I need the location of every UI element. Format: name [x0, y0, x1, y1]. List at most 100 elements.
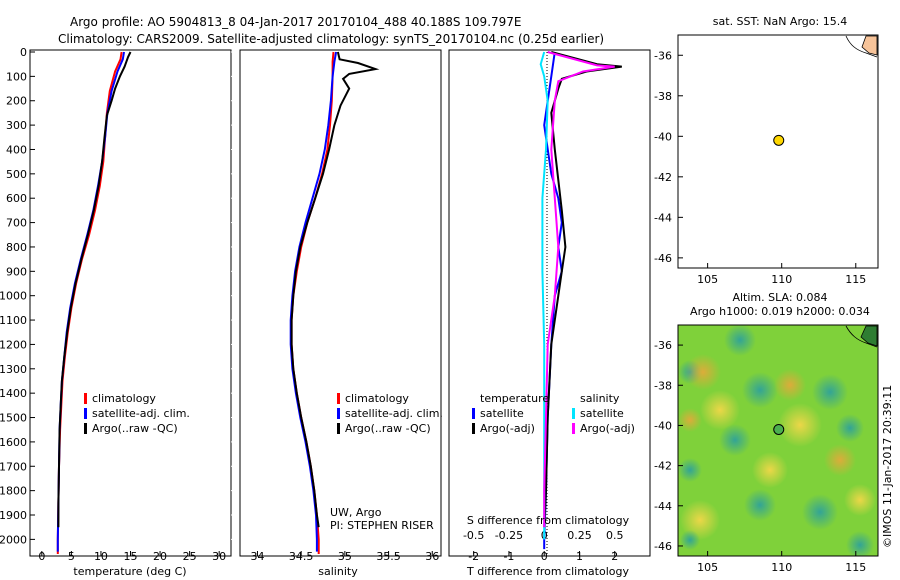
series-line: [56, 51, 123, 554]
x-tick2-label: 0.5: [606, 529, 624, 542]
y-tick-label: 200: [6, 95, 27, 108]
legend-swatch: [84, 393, 87, 404]
y-tick-label: 1400: [0, 387, 27, 400]
salinity-annotation-1: UW, Argo: [330, 506, 382, 519]
y-tick-label: -40: [654, 130, 672, 143]
y-tick-label: 1300: [0, 363, 27, 376]
salinity-lines: [289, 51, 380, 554]
y-tick-label: -38: [654, 90, 672, 103]
x-tick-label: 105: [697, 273, 718, 286]
y-tick-label: 0: [20, 46, 27, 59]
legend-label: Argo(-adj): [480, 422, 535, 435]
sla-map-subtitle: Argo h1000: 0.019 h2000: 0.034: [690, 305, 870, 318]
y-tick-label: 500: [6, 168, 27, 181]
legend-swatch: [84, 408, 87, 419]
x-tick-label: 36: [425, 550, 439, 563]
x-tick-label: 1: [576, 550, 583, 563]
x-tick-label: 15: [124, 550, 138, 563]
sla-map-title: Altim. SLA: 0.084: [732, 291, 827, 304]
legend-swatch: [472, 408, 475, 419]
sst-map-title: sat. SST: NaN Argo: 15.4: [713, 15, 847, 28]
sla-land: [860, 325, 878, 347]
y-tick-label: -44: [654, 211, 672, 224]
sst-map-points: [773, 134, 785, 146]
salinity-frame: [239, 49, 442, 557]
y-tick-label: 1000: [0, 290, 27, 303]
x-tick-label: 115: [845, 273, 866, 286]
series-line: [290, 51, 380, 528]
legend-label: satellite: [480, 407, 524, 420]
sla-map-ticks: 105 110 115 -36 -38 -40 -42 -44 -46: [654, 339, 866, 574]
salinity-legend: climatology satellite-adj. clim. Argo(..ra…: [337, 392, 443, 435]
y-tick-label: 600: [6, 192, 27, 205]
difference-lines: [539, 51, 622, 550]
sst-map-ticks: 105 110 115 -36 -38 -40 -42 -44 -46: [654, 49, 866, 286]
y-tick-label: 100: [6, 70, 27, 83]
sla-map-points: [773, 423, 785, 435]
x-tick-label: 25: [183, 550, 197, 563]
temperature-legend: climatology satellite-adj. clim. Argo(..ra…: [84, 392, 190, 435]
x-tick-label: 2: [611, 550, 618, 563]
x-tick-label: -2: [468, 550, 479, 563]
y-tick-label: -46: [654, 252, 672, 265]
difference-xlabel: T difference from climatology: [466, 565, 629, 578]
x-tick-label: 35.5: [376, 550, 401, 563]
argo-location-marker: [773, 423, 785, 435]
legend-swatch: [472, 423, 475, 434]
y-tick-label: 800: [6, 241, 27, 254]
sla-heatmap: [678, 325, 878, 556]
legend-swatch: [572, 408, 575, 419]
y-tick-label: -36: [654, 339, 672, 352]
y-tick-label: 1900: [0, 509, 27, 522]
x-tick-label: 0: [38, 550, 45, 563]
salinity-xlabel: salinity: [318, 565, 358, 578]
legend-swatch: [337, 408, 340, 419]
legend-label: Argo(..raw -QC): [92, 422, 178, 435]
temperature-y-ticks: 0 100 200 300 400 500 600 700 800 900 1000 1100 1200…: [0, 46, 236, 546]
y-tick-label: 1600: [0, 436, 27, 449]
y-tick-label: -42: [654, 460, 672, 473]
temperature-panel: 0100200300400500600700800900100011001200…: [0, 46, 236, 578]
header-line1: Argo profile: AO 5904813_8 04-Jan-2017 2…: [70, 15, 522, 29]
y-tick-label: -36: [654, 49, 672, 62]
legend-heading: salinity: [580, 392, 620, 405]
sla-coast: [845, 325, 878, 348]
series-line: [56, 51, 125, 552]
series-line: [539, 51, 549, 540]
y-tick-label: -46: [654, 540, 672, 553]
watermark: ©IMOS 11-Jan-2017 20:39:11: [881, 385, 894, 548]
y-tick-label: -42: [654, 171, 672, 184]
y-tick-label: -40: [654, 419, 672, 432]
y-tick-label: 1100: [0, 314, 27, 327]
x-tick-label: 5: [68, 550, 75, 563]
x-tick-label: 110: [771, 273, 792, 286]
y-tick-label: -38: [654, 379, 672, 392]
sla-map-frame: [677, 324, 879, 557]
argo-location-marker: [773, 134, 785, 146]
x-tick2-label: -0.5: [463, 529, 484, 542]
temperature-frame: [29, 49, 232, 557]
y-tick-label: -44: [654, 500, 672, 513]
sst-map-frame: [677, 34, 879, 269]
legend-label: climatology: [92, 392, 156, 405]
series-line: [57, 51, 132, 528]
y-tick-label: 900: [6, 265, 27, 278]
sst-land: [861, 35, 878, 56]
y-tick-label: 1200: [0, 338, 27, 351]
x-tick-label: -1: [503, 550, 514, 563]
temperature-lines: [56, 51, 132, 554]
x-tick-label: 20: [153, 550, 167, 563]
difference-xlabel2: S difference from climatology: [467, 514, 630, 527]
y-tick-label: 1800: [0, 485, 27, 498]
series-line: [543, 51, 615, 528]
salinity-panel: 34 34.5 35 35.5 36 climatology satellite-adj.…: [239, 49, 443, 578]
legend-label: climatology: [345, 392, 409, 405]
x-tick-label: 110: [771, 561, 792, 574]
y-tick-label: 1700: [0, 460, 27, 473]
y-tick-label: 2000: [0, 533, 27, 546]
sst-coast: [845, 35, 878, 58]
x-tick-label: 0: [541, 550, 548, 563]
y-tick-label: 700: [6, 217, 27, 230]
legend-swatch: [337, 393, 340, 404]
